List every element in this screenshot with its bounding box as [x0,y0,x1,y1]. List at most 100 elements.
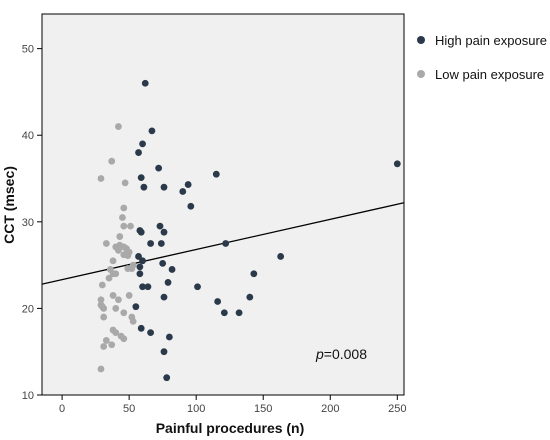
data-point-low-pain [105,274,113,282]
p-value-annotation: p=0.008 [315,346,367,362]
data-point-low-pain [112,329,120,337]
data-point-high-pain [139,257,146,265]
data-point-low-pain [127,222,134,230]
data-point-high-pain [147,240,155,247]
data-point-high-pain [140,183,148,191]
data-point-low-pain [100,305,108,312]
data-point-low-pain [121,179,129,187]
data-point-high-pain [250,270,258,278]
x-tick-label: 0 [59,403,65,415]
data-point-high-pain [220,309,228,317]
legend-marker-low-pain [417,70,425,78]
data-point-low-pain [120,335,128,343]
data-point-high-pain [136,270,144,278]
data-point-high-pain [139,283,146,291]
data-point-low-pain [102,240,110,247]
data-point-low-pain [120,222,128,230]
y-axis-title: CCT (msec) [1,166,17,244]
data-point-high-pain [148,127,156,135]
data-point-high-pain [164,279,172,286]
plot-area [41,13,405,396]
data-point-high-pain [159,259,167,267]
data-point-high-pain [136,263,144,271]
data-point-low-pain [108,157,116,165]
data-point-high-pain [165,333,173,341]
y-axis-ticks: 10 20 30 40 50 [22,44,42,402]
data-point-low-pain [115,246,122,254]
legend-marker-high-pain [417,36,425,44]
data-point-high-pain [160,228,168,236]
data-point-low-pain [97,175,105,182]
data-point-low-pain [112,305,120,312]
x-axis-title: Painful procedures (n) [156,420,305,436]
data-point-high-pain [160,293,168,301]
data-point-high-pain [214,298,222,305]
data-point-high-pain [194,283,201,291]
data-point-high-pain [139,140,146,148]
y-tick-label: 20 [22,303,34,315]
data-point-low-pain [108,341,116,349]
data-point-high-pain [147,329,155,337]
data-point-high-pain [141,79,149,87]
data-point-low-pain [129,317,137,325]
data-point-high-pain [179,188,187,195]
data-point-high-pain [246,293,254,301]
data-point-high-pain [212,170,220,178]
data-point-low-pain [100,313,108,321]
data-point-low-pain [98,281,106,289]
x-tick-label: 150 [254,403,272,415]
x-tick-label: 200 [321,403,339,415]
data-point-high-pain [155,164,163,172]
data-point-high-pain [144,283,152,291]
data-point-low-pain [97,296,105,304]
data-point-high-pain [163,374,171,382]
data-point-high-pain [137,324,145,332]
data-point-low-pain [119,214,126,221]
x-tick-label: 50 [123,403,135,415]
data-point-high-pain [222,240,230,247]
data-point-low-pain [100,343,108,350]
data-point-low-pain [116,233,124,240]
x-tick-label: 250 [388,403,406,415]
data-point-high-pain [132,303,140,311]
data-point-low-pain [124,252,132,259]
data-point-low-pain [109,257,117,265]
data-point-low-pain [115,123,122,130]
data-point-high-pain [135,253,142,260]
data-point-high-pain [187,202,195,210]
x-axis-ticks: 0 50 100 150 200 250 [59,395,406,415]
data-point-high-pain [277,253,285,260]
data-point-low-pain [125,292,133,299]
legend-label-high-pain: High pain exposure [435,33,547,48]
data-point-high-pain [157,240,165,247]
data-point-low-pain [120,204,128,212]
data-point-high-pain [393,160,401,168]
legend-label-low-pain: Low pain exposure [435,67,544,82]
data-point-low-pain [112,270,120,278]
data-point-low-pain [102,337,110,344]
data-point-high-pain [137,228,145,236]
data-points [97,79,401,382]
y-tick-label: 10 [22,390,34,402]
p-value-prefix: p [315,346,324,362]
data-point-low-pain [120,309,128,317]
p-value-text: =0.008 [324,346,367,362]
data-point-low-pain [97,365,105,373]
data-point-high-pain [135,149,142,156]
x-tick-label: 100 [187,403,205,415]
data-point-low-pain [115,296,122,304]
data-point-high-pain [137,174,145,182]
data-point-high-pain [184,181,192,188]
y-tick-label: 30 [22,217,34,229]
data-point-high-pain [160,183,168,191]
legend: High pain exposure Low pain exposure [417,33,547,82]
data-point-high-pain [160,348,168,356]
data-point-high-pain [235,309,243,317]
data-point-low-pain [109,292,117,299]
y-tick-label: 40 [22,130,34,142]
data-point-high-pain [156,222,164,230]
data-point-low-pain [128,265,136,272]
data-point-high-pain [168,266,176,273]
y-tick-label: 50 [22,44,34,56]
